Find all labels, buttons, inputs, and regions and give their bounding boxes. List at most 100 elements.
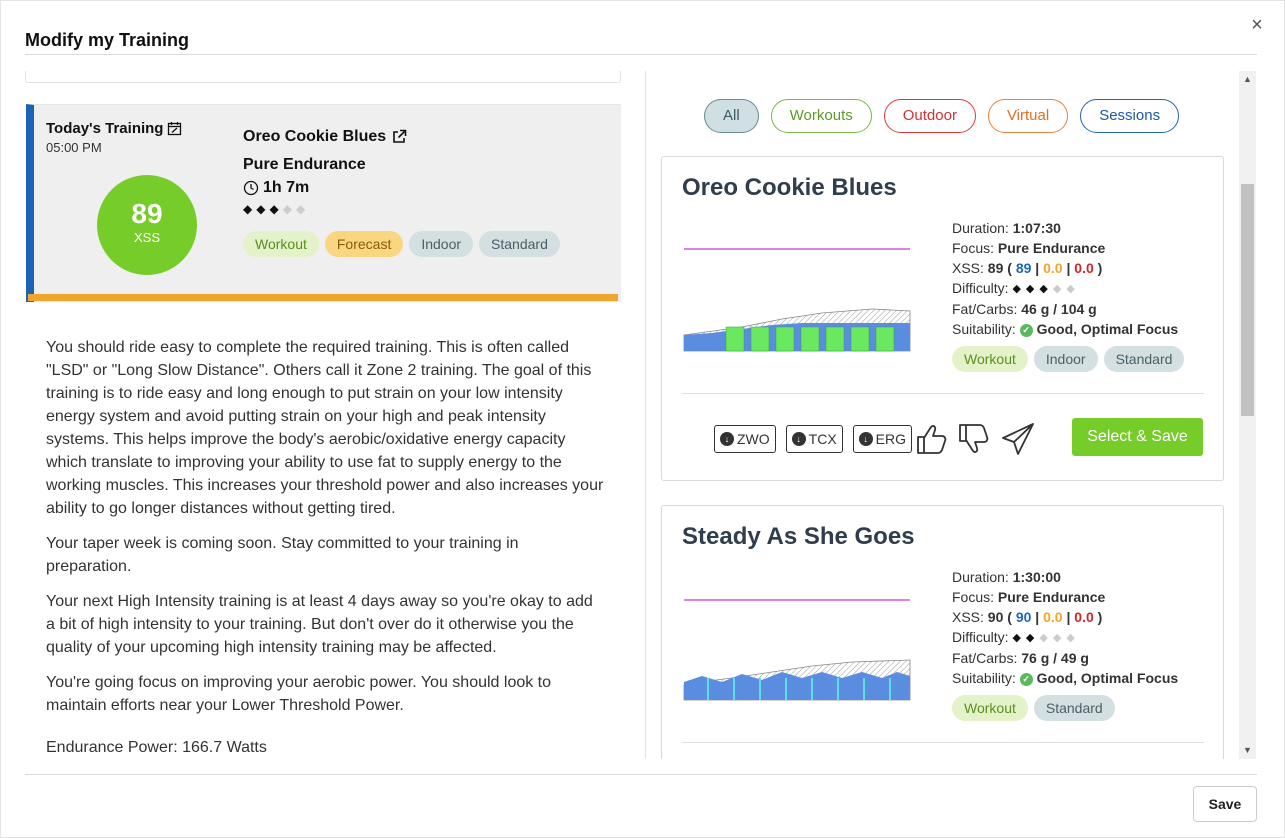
todays-training-card: Today's Training 05:00 PM 89 XSS Oreo Co… <box>26 104 621 302</box>
info-difficulty: Difficulty: ◆ ◆ ◆ ◆ ◆ <box>952 627 1178 648</box>
column-divider <box>645 71 646 759</box>
download-icon: ↓ <box>791 432 806 446</box>
difficulty-rating: ◆ ◆ ◆ ◆ ◆ <box>243 202 305 216</box>
endurance-power: Endurance Power: 166.7 Watts <box>46 739 267 756</box>
workout-duration: 1h 7m <box>243 179 309 197</box>
tag-forecast: Forecast <box>324 231 404 257</box>
workout-list-panel[interactable]: All Workouts Outdoor Virtual Sessions Or… <box>646 71 1238 759</box>
info-suitability: Suitability: ✓ Good, Optimal Focus <box>952 670 1179 687</box>
previous-card-edge <box>25 71 621 83</box>
send-icon[interactable] <box>1000 421 1036 457</box>
tag-workout: Workout <box>952 695 1028 721</box>
tag-standard: Standard <box>479 231 560 257</box>
workout-tags: Workout Forecast Indoor Standard <box>243 231 560 257</box>
footer-divider <box>25 774 1257 775</box>
workout-profile-chart <box>683 599 911 701</box>
workout-card: Oreo Cookie Blues Duration: <box>661 156 1224 481</box>
description-paragraph: You should ride easy to complete the req… <box>46 339 604 517</box>
tag-standard: Standard <box>1103 346 1185 372</box>
workout-info: Duration: 1:07:30 Focus: Pure Endurance … <box>952 218 1178 339</box>
download-icon: ↓ <box>858 432 873 446</box>
check-icon: ✓ <box>1019 324 1033 338</box>
workout-name: Oreo Cookie Blues <box>243 128 387 145</box>
description-paragraph: Your taper week is coming soon. Stay com… <box>46 535 519 575</box>
save-button[interactable]: Save <box>1193 786 1257 822</box>
difficulty-filled-diamond-icon: ◆ <box>256 202 266 216</box>
description-paragraph: Your next High Intensity training is at … <box>46 593 593 656</box>
description-paragraph: You're going focus on improving your aer… <box>46 674 552 714</box>
info-focus: Focus: Pure Endurance <box>952 589 1106 605</box>
clock-icon <box>243 180 259 196</box>
workout-card-tags: Workout Standard <box>952 695 1115 721</box>
right-panel-scrollbar[interactable]: ▲ ▼ <box>1239 71 1256 759</box>
scroll-up-arrow-icon[interactable]: ▲ <box>1243 74 1252 84</box>
filter-outdoor-button[interactable]: Outdoor <box>883 99 976 133</box>
filter-virtual-button[interactable]: Virtual <box>987 99 1069 133</box>
tag-standard: Standard <box>1033 695 1115 721</box>
filter-bar: All Workouts Outdoor Virtual Sessions <box>704 99 1180 133</box>
difficulty-filled-diamond-icon: ◆ <box>243 202 253 216</box>
difficulty-diamonds: ◆ ◆ ◆ ◆ ◆ <box>1012 628 1074 648</box>
close-icon[interactable]: × <box>1251 14 1263 36</box>
difficulty-filled-diamond-icon: ◆ <box>1025 632 1035 645</box>
download-icon: ↓ <box>720 432 734 446</box>
difficulty-filled-diamond-icon: ◆ <box>1012 632 1021 645</box>
todays-training-label: Today's Training <box>46 120 164 137</box>
info-fatcarbs: Fat/Carbs: 46 g / 104 g <box>952 301 1097 318</box>
card-actions: ↓ ZWO ↓ TCX ↓ ERG <box>714 421 1036 457</box>
download-tcx-button[interactable]: ↓ TCX <box>785 425 843 453</box>
filter-workouts-button[interactable]: Workouts <box>770 99 872 133</box>
thumbs-up-icon[interactable] <box>914 421 950 457</box>
workout-focus: Pure Endurance <box>243 156 366 173</box>
workout-profile-chart <box>683 248 911 352</box>
xss-score-badge: 89 XSS <box>97 175 197 275</box>
workout-card-tags: Workout Indoor Standard <box>952 346 1185 372</box>
workout-title: Oreo Cookie Blues <box>243 128 407 146</box>
workout-card-title: Steady As She Goes <box>682 523 915 550</box>
tag-workout: Workout <box>952 346 1028 372</box>
difficulty-empty-diamond-icon: ◆ <box>295 202 306 216</box>
download-erg-button[interactable]: ↓ ERG <box>852 425 912 453</box>
info-duration: Duration: 1:07:30 <box>952 220 1061 236</box>
info-xss: XSS: 89 ( 89 | 0.0 | 0.0 ) <box>952 260 1103 276</box>
info-difficulty: Difficulty: ◆ ◆ ◆ ◆ ◆ <box>952 278 1178 299</box>
tag-workout: Workout <box>243 231 319 257</box>
difficulty-diamonds: ◆ ◆ ◆ ◆ ◆ <box>1012 279 1074 299</box>
select-save-button[interactable]: Select & Save <box>1072 418 1203 456</box>
download-zwo-button[interactable]: ↓ ZWO <box>714 425 776 453</box>
workout-card-title: Oreo Cookie Blues <box>682 174 897 201</box>
check-icon: ✓ <box>1019 673 1033 687</box>
thumbs-down-icon[interactable] <box>956 421 992 457</box>
header-divider <box>25 54 1257 55</box>
training-details-panel[interactable]: Today's Training 05:00 PM 89 XSS Oreo Co… <box>25 71 621 759</box>
todays-training-heading: Today's Training <box>46 120 182 137</box>
external-link-icon[interactable] <box>391 129 407 145</box>
difficulty-empty-diamond-icon: ◆ <box>282 202 292 216</box>
xss-score-label: XSS <box>133 230 160 245</box>
info-focus: Focus: Pure Endurance <box>952 240 1106 256</box>
card-divider <box>682 742 1204 743</box>
filter-sessions-button[interactable]: Sessions <box>1080 99 1180 133</box>
duration-value: 1h 7m <box>263 179 310 196</box>
edit-calendar-icon[interactable] <box>167 121 182 136</box>
difficulty-empty-diamond-icon: ◆ <box>1052 283 1062 296</box>
difficulty-empty-diamond-icon: ◆ <box>1066 283 1075 296</box>
training-status-bar <box>28 294 618 301</box>
tag-indoor: Indoor <box>1033 346 1098 372</box>
filter-all-button[interactable]: All <box>704 99 759 133</box>
tag-indoor: Indoor <box>409 231 474 257</box>
workout-card: Steady As She Goes <box>661 505 1224 759</box>
difficulty-empty-diamond-icon: ◆ <box>1066 632 1075 645</box>
difficulty-empty-diamond-icon: ◆ <box>1039 632 1048 645</box>
xss-score-value: 89 <box>131 198 163 229</box>
difficulty-filled-diamond-icon: ◆ <box>1039 283 1048 296</box>
difficulty-empty-diamond-icon: ◆ <box>1052 632 1062 645</box>
info-fatcarbs: Fat/Carbs: 76 g / 49 g <box>952 650 1089 667</box>
card-divider <box>682 393 1204 394</box>
training-description: You should ride easy to complete the req… <box>46 336 606 729</box>
modal-title: Modify my Training <box>25 30 190 50</box>
scroll-down-arrow-icon[interactable]: ▼ <box>1243 745 1252 755</box>
training-time: 05:00 PM <box>46 140 102 155</box>
scrollbar-thumb[interactable] <box>1241 184 1254 416</box>
